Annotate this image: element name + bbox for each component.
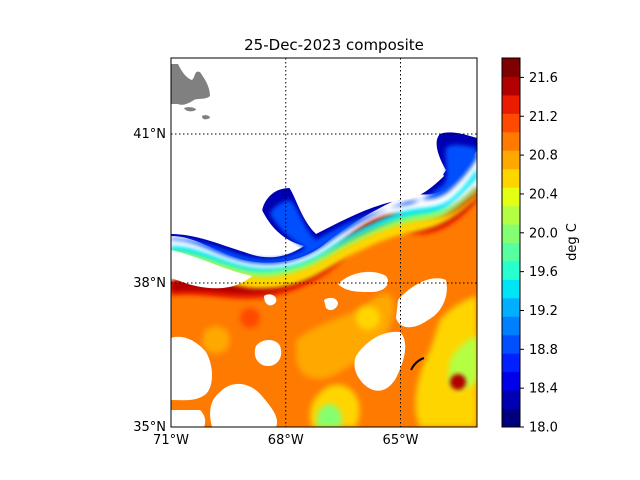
land-cape-tip [201,80,207,86]
colorbar-swatch [502,205,520,225]
cloud-mask-southwest-2 [210,383,278,427]
cloud-mask-southeast-hole [354,331,406,391]
land [171,64,210,120]
colorbar-tick-label: 19.6 [529,265,558,280]
sst-front-yellow [171,194,477,289]
colorbar-tick-label: 18.0 [529,421,558,436]
cloud-mask-east-hole [396,278,447,328]
colorbar-ticks: 21.6 21.2 20.8 20.4 20.0 19.6 19.2 18.8 18.4 18.0 [520,71,558,436]
lon-label-71w: 71°W [153,433,189,448]
colorbar-label: deg C [565,223,580,261]
colorbar-tick-label: 19.2 [529,304,558,319]
colorbar-swatch [502,94,520,114]
colorbar-tick-label: 21.2 [529,110,558,125]
colorbar-tick-label: 20.0 [529,226,558,241]
colorbar-tick-label: 20.4 [529,187,558,202]
lat-label-41n: 41°N [133,127,166,142]
colorbar-swatch [502,113,520,133]
sst-field-orange-eddy-center [240,308,260,328]
land-nantucket [202,115,210,120]
contour-line [410,357,425,371]
map-panel [171,58,477,427]
cloud-mask-west-bay [171,250,252,289]
colorbar-swatch [502,353,520,373]
colorbar-swatch [502,131,520,151]
cloud-mask-ring-center [254,340,282,366]
colorbar-swatch [502,187,520,207]
cloud-mask-southwest [171,336,212,401]
colorbar-swatch [502,260,520,280]
sst-field-yellow-east [415,296,477,427]
sst-field-green-south [316,404,342,427]
colorbar-swatch [502,408,520,428]
colorbar-tick-label: 20.8 [529,149,558,164]
map-title: 25-Dec-2023 composite [244,36,424,54]
colorbar-swatches [502,58,520,428]
cloud-mask-south-west-3 [171,410,206,427]
colorbar-swatch [502,242,520,262]
colorbar-swatch [502,316,520,336]
cloud-mask-island-2 [264,294,277,306]
cloud-mask-island-1 [324,297,338,311]
lon-labels: 71°W 68°W 65°W [153,433,419,448]
sst-front-blue [171,144,477,265]
colorbar-swatch [502,371,520,391]
colorbar-swatch [502,168,520,188]
colorbar-tick-label: 21.6 [529,71,558,86]
colorbar-swatch [502,297,520,317]
colorbar-swatch [502,76,520,96]
colorbar: 21.6 21.2 20.8 20.4 20.0 19.6 19.2 18.8 18.4 18.0… [501,57,580,436]
colorbar-swatch [502,334,520,354]
colorbar-swatch [502,390,520,410]
graticule [171,58,477,427]
colorbar-swatch [502,224,520,243]
cloud-mask-eddy-hole [338,271,389,292]
colorbar-tick-label: 18.8 [529,343,558,358]
lat-label-35n: 35°N [133,420,166,435]
lat-label-38n: 38°N [133,276,166,291]
land-martha-vineyard [184,107,196,112]
colorbar-swatch [502,58,520,77]
colorbar-swatch [502,279,520,299]
colorbar-frame [501,57,521,428]
colorbar-tick-label: 18.4 [529,382,558,397]
lon-label-65w: 65°W [383,433,419,448]
sst-field-darkred-eddy [450,374,466,390]
sst-field-yellow-spot [356,306,380,330]
land-cape-cod [171,64,210,105]
lon-label-68w: 68°W [268,433,304,448]
map-frame [170,57,478,428]
lat-labels: 41°N 38°N 35°N [133,127,166,435]
colorbar-swatch [502,150,520,170]
sst-field-orange-eddy-west [202,326,230,354]
